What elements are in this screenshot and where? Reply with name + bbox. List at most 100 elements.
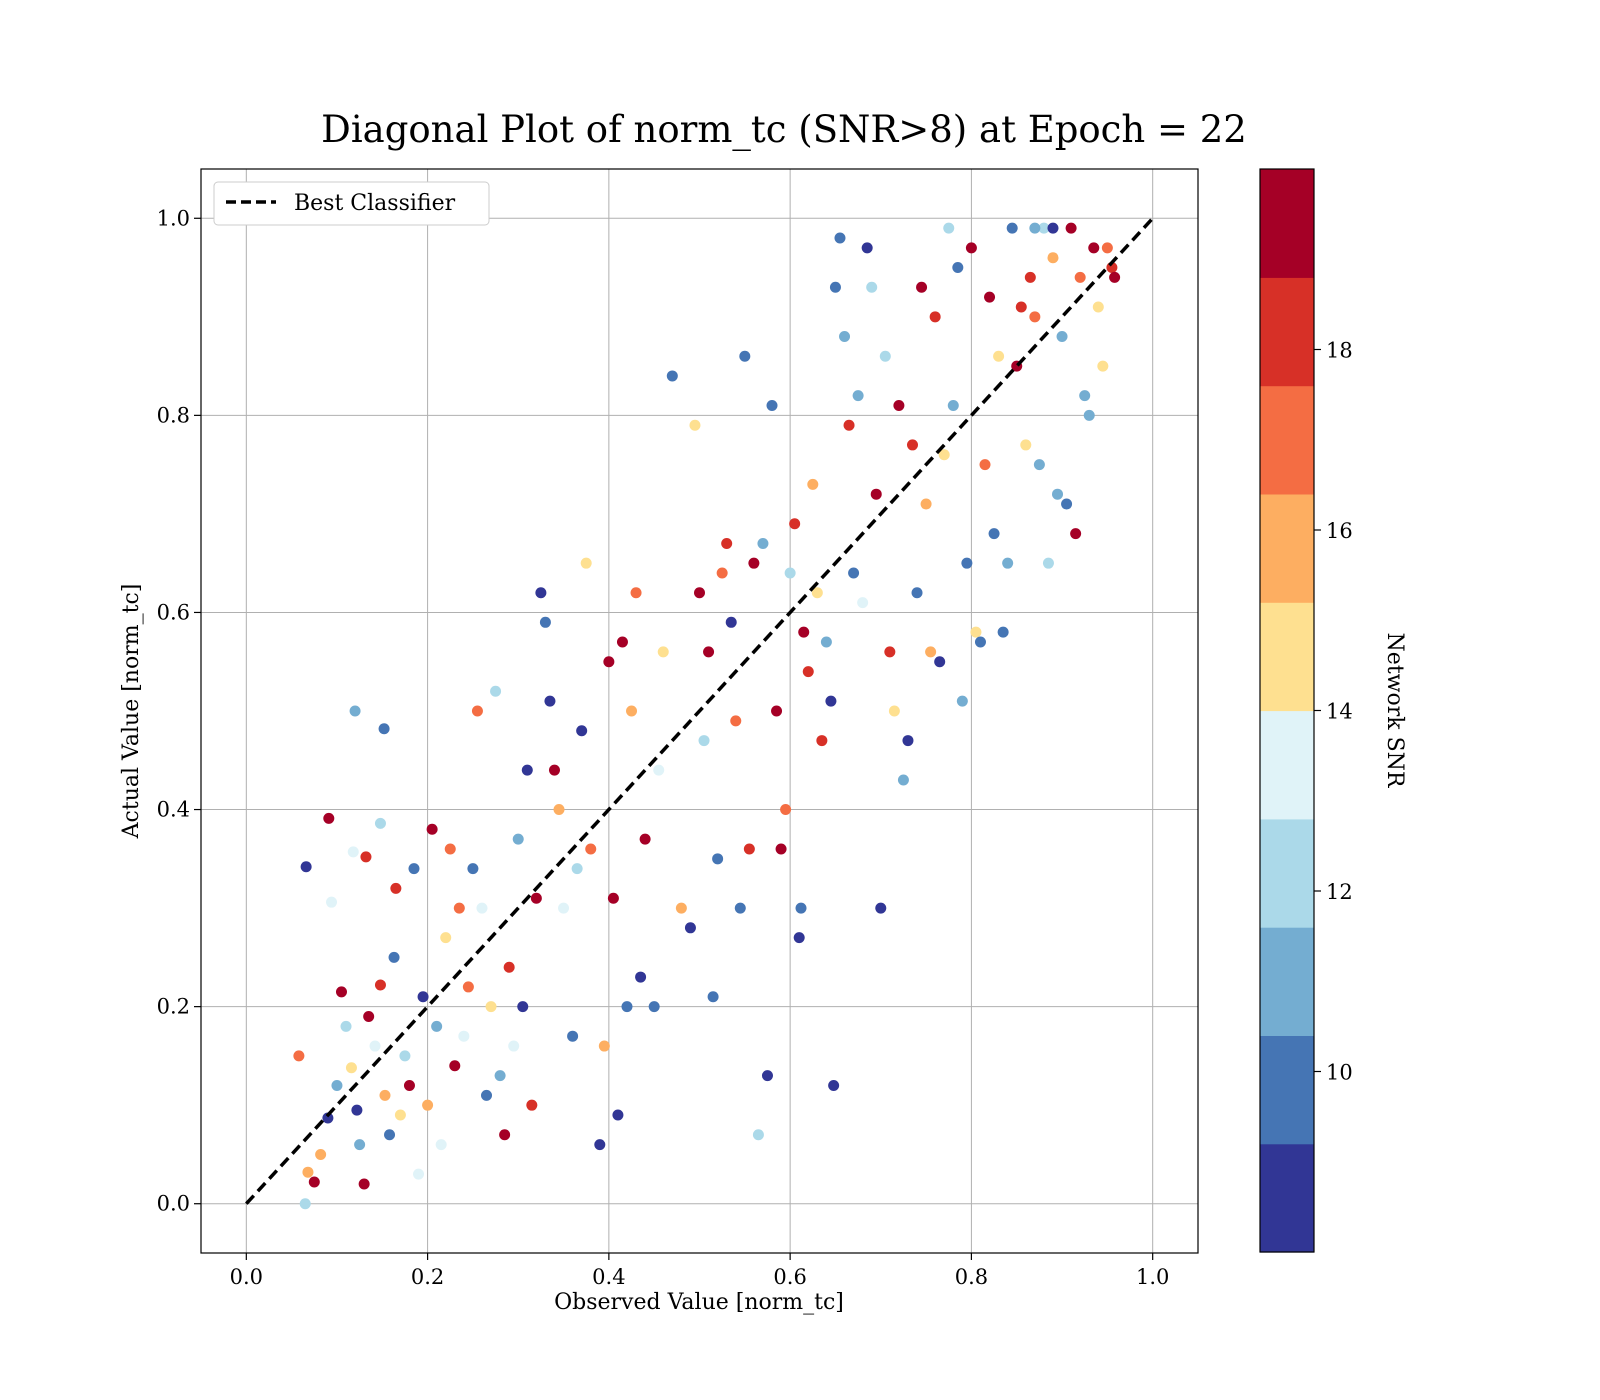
scatter-point bbox=[553, 804, 565, 816]
scatter-point bbox=[558, 902, 570, 914]
scatter-point bbox=[839, 331, 851, 343]
scatter-point bbox=[1065, 222, 1077, 234]
scatter-point bbox=[716, 567, 728, 579]
y-axis-label: Actual Value [norm_tc] bbox=[119, 584, 144, 840]
scatter-point bbox=[811, 587, 823, 599]
colorbar-tick-label: 18 bbox=[1326, 339, 1353, 363]
scatter-point bbox=[906, 439, 918, 451]
legend-box bbox=[213, 181, 490, 226]
scatter-point bbox=[861, 242, 873, 254]
scatter-point bbox=[943, 222, 955, 234]
scatter-point bbox=[567, 1030, 579, 1042]
scatter-point bbox=[458, 1030, 470, 1042]
scatter-point bbox=[893, 400, 905, 412]
colorbar-segment bbox=[1260, 1143, 1314, 1253]
legend: Best Classifier bbox=[213, 181, 490, 226]
x-tick-label: 0.4 bbox=[592, 1265, 625, 1289]
scatter-point bbox=[598, 1040, 610, 1052]
colorbar-frame bbox=[1259, 168, 1315, 1253]
best-classifier-line-path bbox=[245, 217, 1154, 1205]
scatter-point bbox=[1002, 557, 1014, 569]
colorbar-segment bbox=[1260, 927, 1314, 1036]
colorbar-segment bbox=[1260, 710, 1314, 820]
colorbar-tick-label: 10 bbox=[1326, 1061, 1353, 1085]
scatter-point bbox=[512, 833, 524, 845]
scatter-point bbox=[499, 1129, 511, 1141]
scatter-point bbox=[408, 863, 420, 875]
scatter-point bbox=[299, 1198, 311, 1210]
scatter-point bbox=[1029, 222, 1041, 234]
scatter-point bbox=[426, 823, 438, 835]
scatter-point bbox=[703, 646, 715, 658]
scatter-point bbox=[766, 400, 778, 412]
scatter-point bbox=[576, 725, 588, 737]
scatter-point bbox=[323, 812, 335, 824]
scatter-point bbox=[834, 232, 846, 244]
scatter-point bbox=[548, 764, 560, 776]
scatter-point bbox=[961, 557, 973, 569]
scatter-point bbox=[607, 892, 619, 904]
scatter-point bbox=[843, 419, 855, 431]
y-tick-label: 1.0 bbox=[157, 206, 190, 230]
scatter-point bbox=[916, 281, 928, 293]
x-tick-label: 0.0 bbox=[230, 1265, 263, 1289]
x-axis-ticks: 0.0 0.2 0.4 0.6 0.8 1.0 bbox=[230, 1253, 1169, 1289]
scatter-point bbox=[902, 735, 914, 747]
scatter-point bbox=[535, 587, 547, 599]
x-tick-label: 1.0 bbox=[1136, 1265, 1169, 1289]
scatter-point bbox=[1015, 301, 1027, 313]
scatter-point bbox=[829, 281, 841, 293]
y-axis-ticks: 0.0 0.2 0.4 0.6 0.8 1.0 bbox=[157, 206, 201, 1216]
colorbar-tick-label: 16 bbox=[1326, 519, 1353, 543]
scatter-point bbox=[934, 656, 946, 668]
scatter-point bbox=[1047, 222, 1059, 234]
scatter-point bbox=[725, 616, 737, 628]
scatter-point bbox=[626, 705, 638, 717]
scatter-point bbox=[431, 1020, 443, 1032]
scatter-point bbox=[369, 1040, 381, 1052]
scatter-point bbox=[1074, 271, 1086, 283]
scatter-point bbox=[347, 846, 359, 858]
scatter-point bbox=[712, 853, 724, 865]
scatter-point bbox=[417, 991, 429, 1003]
scatter-point bbox=[374, 817, 386, 829]
scatter-point bbox=[490, 685, 502, 697]
scatter-point bbox=[748, 557, 760, 569]
scatter-point bbox=[857, 597, 869, 609]
scatter-point bbox=[807, 478, 819, 490]
scatter-point bbox=[689, 419, 701, 431]
scatter-point bbox=[621, 1001, 633, 1013]
scatter-point bbox=[603, 656, 615, 668]
scatter-point bbox=[335, 986, 347, 998]
scatter-point bbox=[1109, 271, 1121, 283]
scatter-point bbox=[384, 1129, 396, 1141]
scatter-point bbox=[947, 400, 959, 412]
colorbar-segment bbox=[1260, 385, 1314, 495]
scatter-point bbox=[920, 498, 932, 510]
x-tick-label: 0.6 bbox=[773, 1265, 806, 1289]
scatter-point bbox=[508, 1040, 520, 1052]
scatter-point bbox=[1052, 488, 1064, 500]
scatter-point bbox=[1029, 311, 1041, 323]
scatter-point bbox=[988, 528, 1000, 540]
scatter-point bbox=[1070, 528, 1082, 540]
scatter-point bbox=[979, 459, 991, 471]
scatter-point bbox=[394, 1109, 406, 1121]
scatter-point bbox=[1024, 271, 1036, 283]
scatter-point bbox=[467, 863, 479, 875]
scatter-point bbox=[848, 567, 860, 579]
scatter-point bbox=[897, 774, 909, 786]
legend-label-best-classifier: Best Classifier bbox=[294, 191, 456, 216]
scatter-point bbox=[526, 1099, 538, 1111]
scatter-point bbox=[694, 587, 705, 599]
scatter-point bbox=[612, 1109, 624, 1121]
scatter-point bbox=[1092, 301, 1104, 313]
scatter-point bbox=[721, 537, 733, 549]
scatter-point bbox=[481, 1089, 493, 1101]
scatter-point bbox=[1056, 331, 1068, 343]
scatter-point bbox=[635, 971, 647, 983]
y-tick-label: 0.2 bbox=[157, 995, 190, 1019]
scatter-point bbox=[657, 646, 669, 658]
scatter-point bbox=[413, 1168, 425, 1180]
scatter-point bbox=[743, 843, 755, 855]
